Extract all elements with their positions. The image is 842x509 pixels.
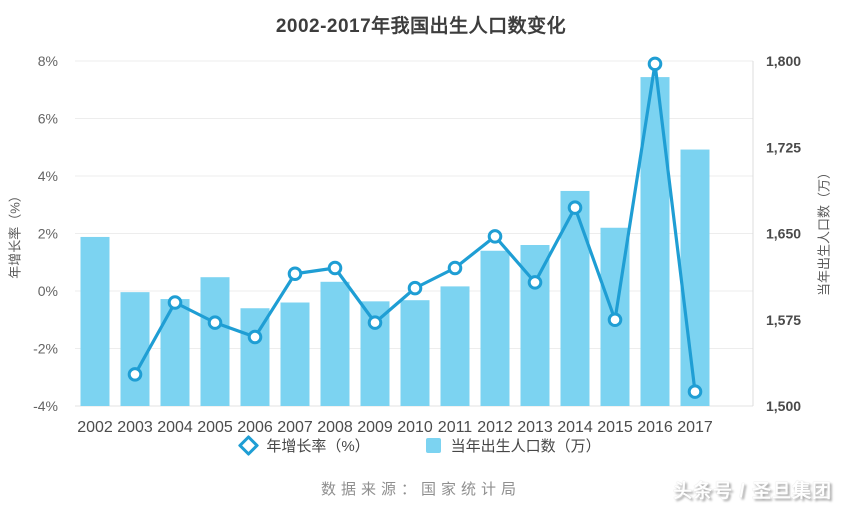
y-tick-label-right: 1,650 bbox=[766, 226, 801, 242]
line-marker bbox=[647, 56, 663, 72]
x-tick-label: 2012 bbox=[477, 419, 513, 436]
chart-canvas: 8% 6% 4% 2% 0% -2% -4% 1,800 1,725 1,650 1,575 1,50… bbox=[33, 53, 801, 436]
x-tick-label: 2014 bbox=[557, 419, 593, 436]
right-axis-title: 当年出生人口数（万） bbox=[816, 165, 832, 297]
line-marker bbox=[607, 312, 623, 328]
bar bbox=[680, 149, 710, 407]
left-axis-title: 年增长率（%） bbox=[7, 189, 23, 279]
y-tick-label-left: -2% bbox=[33, 341, 58, 357]
line-marker bbox=[207, 315, 223, 330]
bar bbox=[200, 277, 230, 406]
y-tick-label-right: 1,800 bbox=[766, 53, 801, 69]
legend-label-growth-rate: 年增长率（%） bbox=[266, 437, 370, 455]
x-tick-label: 2007 bbox=[277, 419, 313, 436]
line-marker bbox=[287, 266, 303, 282]
line-marker bbox=[447, 260, 463, 276]
line-marker bbox=[487, 229, 503, 244]
y-tick-label-left: 8% bbox=[38, 53, 58, 69]
legend-square-icon bbox=[425, 437, 441, 453]
line-marker bbox=[567, 200, 583, 215]
line-marker bbox=[167, 295, 183, 310]
y-tick-label-right: 1,725 bbox=[766, 139, 801, 155]
line-marker bbox=[367, 315, 383, 330]
y-tick-label-right: 1,500 bbox=[766, 398, 801, 414]
chart-title: 2002-2017年我国出生人口数变化 bbox=[275, 16, 567, 37]
source-note: 数据来源：国家统计局 bbox=[320, 481, 521, 498]
line-marker bbox=[247, 329, 263, 345]
x-tick-label: 2009 bbox=[357, 419, 393, 436]
y-tick-label-left: 4% bbox=[38, 168, 58, 184]
x-tick-label: 2011 bbox=[438, 419, 473, 436]
x-tick-label: 2017 bbox=[677, 419, 713, 436]
x-tick-label: 2005 bbox=[197, 419, 233, 436]
line-marker bbox=[687, 384, 703, 399]
watermark: 头条号 / 圣旦集团 bbox=[673, 481, 832, 502]
x-tick-label: 2008 bbox=[317, 419, 353, 436]
bar bbox=[400, 300, 430, 406]
bar bbox=[320, 281, 350, 406]
line-marker bbox=[327, 260, 343, 276]
x-tick-label: 2010 bbox=[397, 419, 433, 436]
y-tick-label-left: -4% bbox=[33, 398, 58, 414]
y-tick-label-left: 2% bbox=[38, 226, 58, 242]
x-tick-label: 2013 bbox=[517, 419, 553, 436]
line-marker bbox=[407, 280, 423, 296]
bar bbox=[440, 286, 470, 406]
bar bbox=[120, 292, 150, 406]
y-tick-label-right: 1,575 bbox=[766, 312, 801, 328]
bar bbox=[160, 299, 190, 406]
chart-legend: 年增长率（%） 当年出生人口数（万） bbox=[0, 434, 842, 456]
line-marker bbox=[527, 275, 543, 290]
y-tick-label-left: 6% bbox=[38, 111, 58, 127]
x-tick-label: 2002 bbox=[77, 419, 113, 436]
legend-label-birth-count: 当年出生人口数（万） bbox=[450, 437, 601, 455]
bar bbox=[80, 236, 110, 406]
bar bbox=[280, 302, 310, 406]
x-tick-label: 2016 bbox=[637, 419, 673, 436]
legend-item-birth-count: 当年出生人口数（万） bbox=[425, 435, 601, 456]
x-tick-label: 2006 bbox=[237, 419, 273, 436]
x-tick-label: 2003 bbox=[117, 419, 153, 436]
x-tick-label: 2015 bbox=[597, 419, 633, 436]
bar bbox=[480, 250, 510, 406]
legend-diamond-icon bbox=[238, 434, 260, 456]
y-tick-label-left: 0% bbox=[38, 283, 58, 299]
legend-item-growth-rate: 年增长率（%） bbox=[238, 434, 370, 456]
x-tick-label: 2004 bbox=[157, 419, 193, 436]
line-marker bbox=[127, 367, 143, 382]
